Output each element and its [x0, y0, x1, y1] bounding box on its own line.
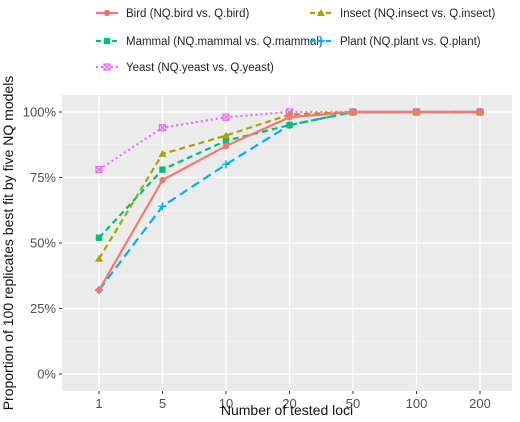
data-point-yeast [95, 166, 103, 174]
legend-label: Mammal (NQ.mammal vs. Q.mammal) [126, 36, 323, 48]
legend-item-mammal: Mammal (NQ.mammal vs. Q.mammal) [96, 36, 323, 48]
data-point-plant [158, 202, 167, 211]
data-point-mammal [286, 121, 293, 129]
legend-item-insect: Insect (NQ.insect vs. Q.insect) [310, 8, 495, 20]
x-tick-label: 10 [219, 396, 233, 411]
x-tick-label: 1 [95, 396, 102, 411]
data-point-bird [222, 142, 230, 150]
data-point-yeast [158, 124, 167, 132]
x-axis-title: Number of tested loci [221, 402, 353, 418]
x-tick-label: 20 [282, 396, 296, 411]
legend-item-yeast: Yeast (NQ.yeast vs. Q.yeast) [96, 62, 274, 74]
legend-item-bird: Bird (NQ.bird vs. Q.bird) [96, 8, 249, 20]
data-point-mammal [222, 137, 230, 145]
data-point-mammal [95, 234, 103, 241]
data-point-plant [222, 160, 230, 169]
data-point-bird [159, 176, 166, 184]
y-tick-label: 25% [30, 301, 56, 316]
y-axis: 0% 25% 50% 75% 100% [23, 105, 62, 382]
x-axis: 1 5 10 20 50 100 200 [95, 391, 491, 411]
data-point-insect [222, 131, 230, 139]
legend-key-marker [317, 37, 325, 45]
legend-key-marker [317, 9, 325, 16]
legend-key-marker [103, 9, 111, 17]
series-bird [95, 108, 484, 294]
series-layer [95, 108, 484, 295]
legend-key-marker [103, 37, 111, 45]
legend-key-marker [103, 63, 111, 71]
x-tick-label: 100 [406, 396, 428, 411]
y-tick-label: 50% [30, 236, 56, 251]
data-point-bird [413, 108, 420, 116]
data-point-bird [476, 108, 484, 116]
legend: Bird (NQ.bird vs. Q.bird) Insect (NQ.inse… [96, 8, 495, 74]
data-point-insect [158, 149, 167, 157]
data-point-yeast [222, 113, 230, 121]
legend-item-plant: Plant (NQ.plant vs. Q.plant) [310, 36, 481, 48]
data-point-bird [286, 114, 293, 121]
x-tick-label: 50 [346, 396, 360, 411]
y-tick-label: 75% [30, 170, 56, 185]
x-tick-label: 5 [159, 396, 166, 411]
y-axis-title: Proportion of 100 replicates best fit by… [0, 76, 16, 411]
x-tick-label: 200 [469, 396, 491, 411]
grid [62, 95, 512, 391]
data-point-mammal [159, 166, 166, 173]
legend-label: Plant (NQ.plant vs. Q.plant) [340, 36, 481, 48]
data-point-bird [349, 108, 357, 116]
data-point-insect [95, 254, 103, 262]
legend-label: Bird (NQ.bird vs. Q.bird) [126, 8, 249, 20]
y-tick-label: 100% [23, 105, 57, 120]
y-tick-label: 0% [37, 367, 56, 382]
data-point-bird [95, 286, 103, 294]
legend-label: Insect (NQ.insect vs. Q.insect) [340, 8, 495, 20]
legend-label: Yeast (NQ.yeast vs. Q.yeast) [126, 62, 274, 74]
